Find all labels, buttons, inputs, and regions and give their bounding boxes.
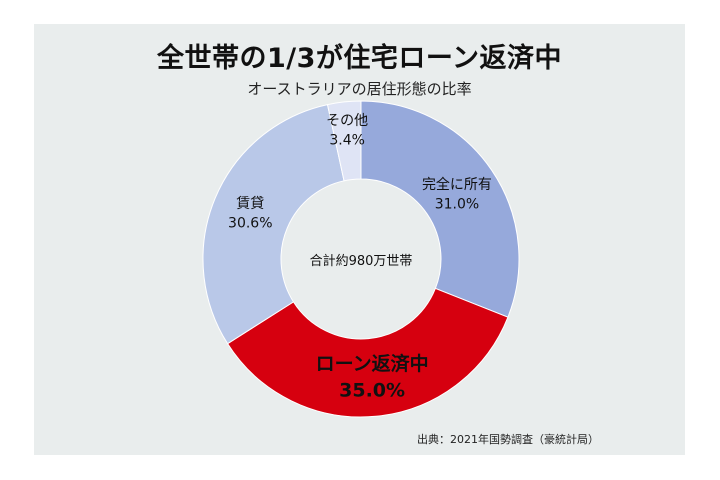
center-label: 合計約980万世帯 xyxy=(310,253,413,269)
slice-2 xyxy=(202,103,345,345)
slice-value-0: 31.0% xyxy=(435,196,479,212)
chart-title: 全世帯の1/3が住宅ローン返済中 xyxy=(156,43,563,74)
chart-subtitle: オーストラリアの居住形態の比率 xyxy=(247,80,472,98)
slice-value-1: 35.0% xyxy=(339,379,405,401)
slice-3 xyxy=(326,100,362,182)
slice-label-3: その他 xyxy=(326,113,368,129)
slice-0 xyxy=(360,100,520,318)
chart-panel: 全世帯の1/3が住宅ローン返済中 オーストラリアの居住形態の比率 合計約980万… xyxy=(34,24,685,455)
slice-value-2: 30.6% xyxy=(228,215,272,231)
slice-1 xyxy=(226,287,509,418)
source-note: 出典：2021年国勢調査（豪統計局） xyxy=(417,433,599,446)
donut-chart: 合計約980万世帯 完全に所有 31.0% ローン返済中 35.0% 賃貸 30.6% その… xyxy=(202,100,520,418)
slice-value-3: 3.4% xyxy=(329,132,365,148)
slice-label-0: 完全に所有 xyxy=(422,176,492,193)
slice-label-2: 賃貸 xyxy=(236,196,264,212)
slice-label-1: ローン返済中 xyxy=(316,352,429,375)
